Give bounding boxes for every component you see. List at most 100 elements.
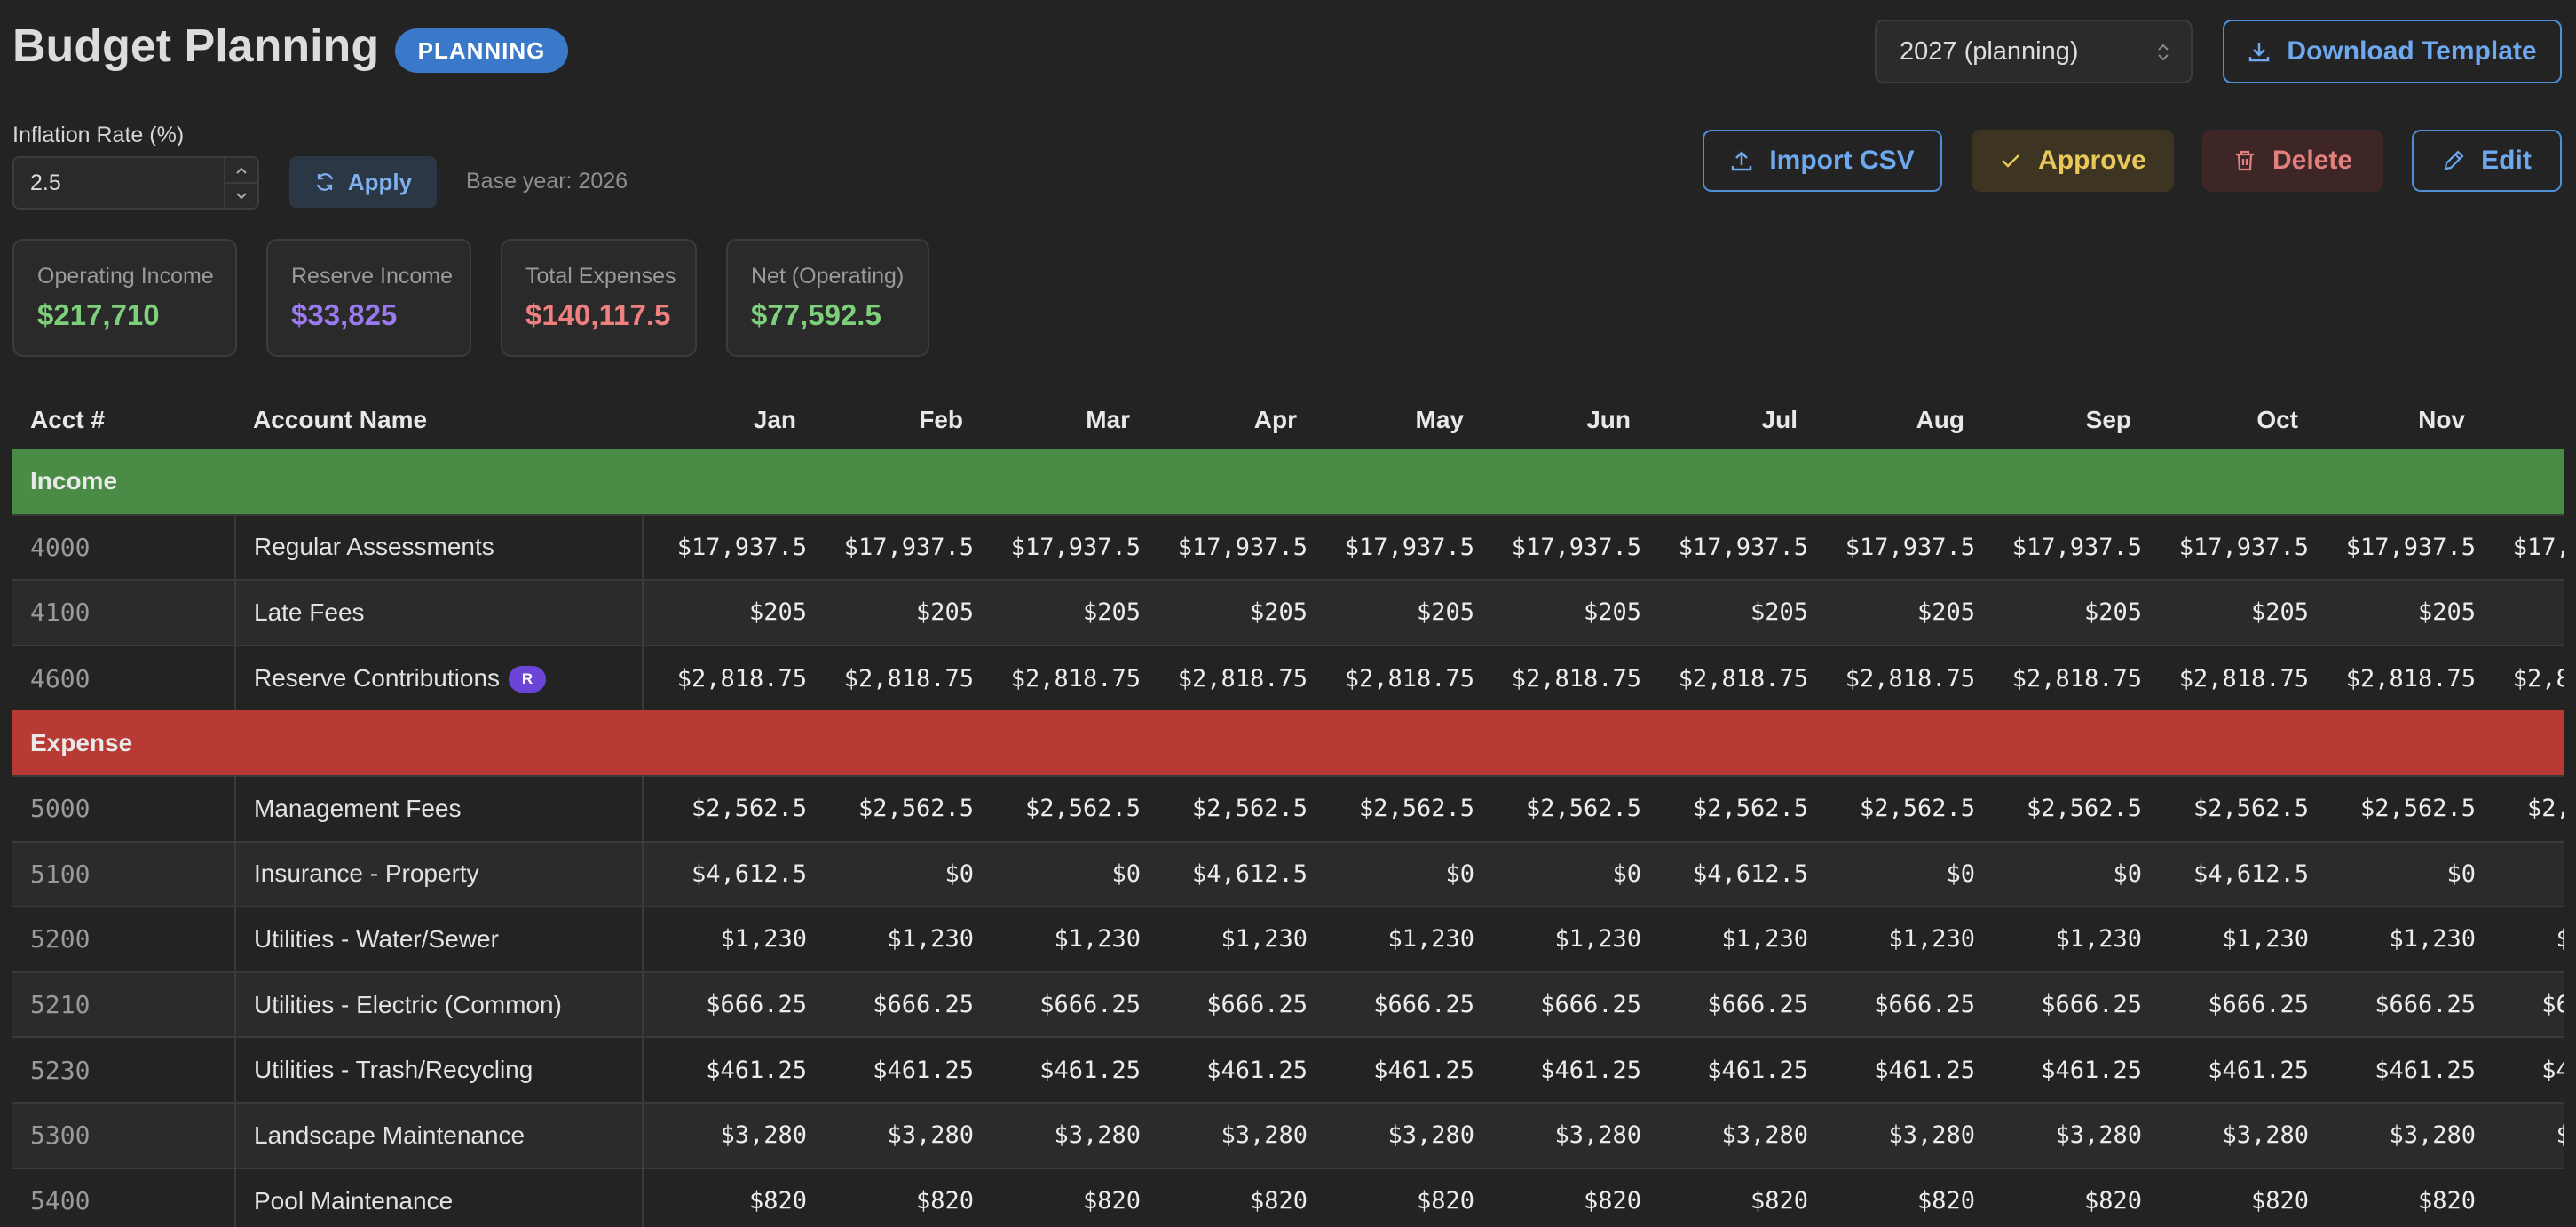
import-csv-button[interactable]: Import CSV xyxy=(1703,130,1942,192)
column-header: Mar xyxy=(1086,406,1130,433)
group-name: Income xyxy=(12,449,2564,515)
approve-button[interactable]: Approve xyxy=(1972,130,2174,192)
month-amount: $17,937.5 xyxy=(1157,513,1324,581)
column-header: Jun xyxy=(1586,406,1631,433)
month-amount: $3,280 xyxy=(1824,1101,1991,1168)
month-amount: $0 xyxy=(2325,840,2492,907)
month-amount: $820 xyxy=(990,1167,1157,1227)
button-label: Download Template xyxy=(2287,36,2537,66)
month-amount: $666.25 xyxy=(990,970,1157,1038)
delete-button[interactable]: Delete xyxy=(2202,130,2383,192)
card-label: Operating Income xyxy=(37,264,214,289)
month-amount: $4,612.5 xyxy=(1157,840,1324,907)
group-name: Expense xyxy=(12,710,2564,776)
account-name: Late Fees xyxy=(235,579,644,645)
month-amount: $205 xyxy=(1657,579,1824,645)
month-amount: $3,280 xyxy=(1490,1101,1657,1168)
account-number: 5100 xyxy=(12,840,236,907)
spinner-arrows xyxy=(225,167,257,200)
refresh-icon xyxy=(316,173,333,191)
month-amount: $205 xyxy=(1324,579,1490,645)
month-amount: $3,280 xyxy=(1157,1101,1324,1168)
month-amount: $2,562.5 xyxy=(1324,774,1490,842)
account-name-text: Utilities - Water/Sewer xyxy=(254,924,499,953)
month-amount: $205 xyxy=(990,579,1157,645)
month-amount: $1,230 xyxy=(1490,906,1657,972)
month-amount: $17,937.5 xyxy=(1324,513,1490,581)
card-value: $140,117.5 xyxy=(525,298,671,331)
month-amount: $3,280 xyxy=(2325,1101,2492,1168)
month-amount: $666.25 xyxy=(1157,970,1324,1038)
month-amount: $461.25 xyxy=(1657,1036,1824,1103)
month-amount: $3,280 xyxy=(2492,1101,2564,1168)
upload-icon xyxy=(1732,151,1752,171)
month-amount: $3,280 xyxy=(1657,1101,1824,1168)
download-icon xyxy=(2249,43,2270,62)
budget-table: Acct # Account Name Jan Feb Mar Apr May Jun Jul A… xyxy=(12,391,2564,1227)
month-amount: $3,280 xyxy=(643,1101,823,1168)
year-select-text: 2027 (planning) xyxy=(1900,36,2079,66)
month-amount: $0 xyxy=(1324,840,1490,907)
month-amount: $1,230 xyxy=(1991,906,2158,972)
month-amount: $3,280 xyxy=(990,1101,1157,1168)
month-amount: $17,937.5 xyxy=(990,513,1157,581)
month-amount: $205 xyxy=(1991,579,2158,645)
account-name-text: Landscape Maintenance xyxy=(254,1120,525,1149)
month-amount: $666.25 xyxy=(2492,970,2564,1038)
month-amount: $2,562.5 xyxy=(1157,774,1324,842)
account-name: Management Fees xyxy=(235,774,644,842)
month-amount: $1,230 xyxy=(2325,906,2492,972)
spinner[interactable] xyxy=(224,158,257,208)
month-amount: $0 xyxy=(990,840,1157,907)
column-header: Account Name xyxy=(253,406,428,433)
account-name-text: Utilities - Trash/Recycling xyxy=(254,1056,533,1084)
month-amount: $2,818.75 xyxy=(1157,644,1324,711)
month-amount: $461.25 xyxy=(1324,1036,1490,1103)
download-template-button[interactable]: Download Template xyxy=(2223,20,2562,83)
month-amount: $2,818.75 xyxy=(1991,644,2158,711)
month-amount: $3,280 xyxy=(2158,1101,2325,1168)
month-amount: $2,562.5 xyxy=(823,774,990,842)
month-amount: $1,230 xyxy=(1324,906,1490,972)
select-arrows xyxy=(2158,44,2169,61)
reserve-tag: R xyxy=(509,666,547,693)
month-amount: $205 xyxy=(1157,579,1324,645)
month-amount: $820 xyxy=(1324,1167,1490,1227)
account-name: Landscape Maintenance xyxy=(235,1101,644,1168)
month-amount: $17,937.5 xyxy=(1657,513,1824,581)
month-amount: $2,818.75 xyxy=(643,644,823,711)
summary-card: Total Expenses $140,117.5 xyxy=(501,239,697,357)
month-amount: $2,562.5 xyxy=(1824,774,1991,842)
edit-button[interactable]: Edit xyxy=(2412,130,2562,192)
account-row: 5210 Utilities - Electric (Common) $666.25… xyxy=(12,970,2564,1038)
month-amount: $4,612.5 xyxy=(643,840,823,907)
header-row: Acct # Account Name Jan Feb Mar Apr May Jun Jul A… xyxy=(12,391,2564,449)
month-amount: $2,818.75 xyxy=(1657,644,1824,711)
account-name: Utilities - Electric (Common) xyxy=(235,970,644,1038)
button-label: Import CSV xyxy=(1769,146,1915,175)
inflation-input[interactable]: 2.5 xyxy=(12,156,259,210)
year-select[interactable]: 2027 (planning) xyxy=(1875,20,2193,83)
account-row: 5300 Landscape Maintenance $3,280 $3,280 $3,… xyxy=(12,1101,2564,1168)
month-amount: $205 xyxy=(1490,579,1657,645)
month-amount: $820 xyxy=(2158,1167,2325,1227)
column-header: Oct xyxy=(2256,406,2298,433)
button-label: Approve xyxy=(2038,146,2146,175)
month-amount: $2,562.5 xyxy=(1657,774,1824,842)
account-name-text: Insurance - Property xyxy=(254,859,479,888)
account-number: 5300 xyxy=(12,1101,236,1168)
month-amount: $0 xyxy=(2492,840,2564,907)
account-number: 5400 xyxy=(12,1167,236,1227)
account-row: 5400 Pool Maintenance $820 $820 $820 $820 $820… xyxy=(12,1167,2564,1227)
column-header: Feb xyxy=(919,406,963,433)
column-header: Aug xyxy=(1916,406,1964,433)
account-name: Regular Assessments xyxy=(235,513,644,581)
month-amount: $461.25 xyxy=(2158,1036,2325,1103)
month-amount: $2,818.75 xyxy=(823,644,990,711)
base-year: Base year: 2026 xyxy=(466,169,628,194)
month-amount: $666.25 xyxy=(823,970,990,1038)
apply-button[interactable]: Apply xyxy=(289,156,437,208)
month-amount: $2,818.75 xyxy=(1324,644,1490,711)
month-amount: $17,937.5 xyxy=(1490,513,1657,581)
